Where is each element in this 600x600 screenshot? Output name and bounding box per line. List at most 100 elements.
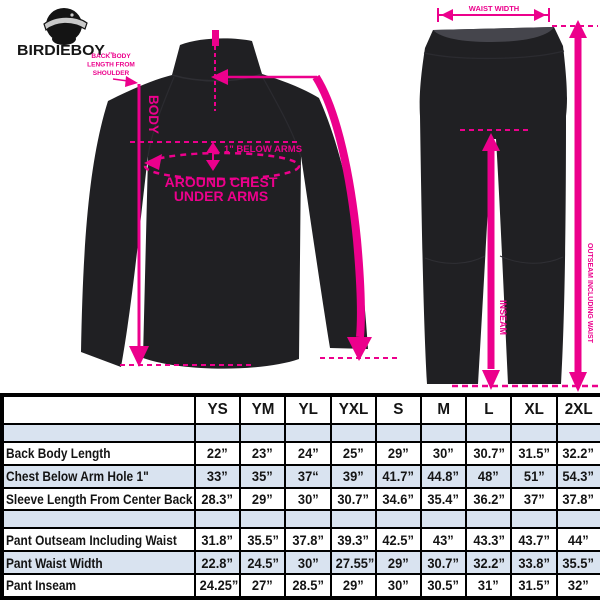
measurement-cell: 43” bbox=[419, 527, 468, 553]
size-column-header: YL bbox=[284, 394, 332, 425]
pants-annotations: WAIST WIDTH OUTSEAM INCLUDING WAIST INSE… bbox=[437, 4, 598, 392]
measurement-cell bbox=[284, 509, 332, 530]
measurement-cell: 33” bbox=[193, 463, 242, 489]
waist-width-label: WAIST WIDTH bbox=[469, 4, 519, 13]
size-column-header: 2XL bbox=[555, 394, 600, 425]
measurement-row: Chest Below Arm Hole 1" 33” 35” 37“ 39” 41.7”… bbox=[1, 463, 600, 489]
measurement-cell: 37” bbox=[510, 486, 558, 512]
measurement-cell bbox=[193, 423, 242, 443]
around-chest-label: AROUND CHEST bbox=[165, 174, 278, 190]
row-label bbox=[1, 423, 196, 443]
measurement-cell: 30” bbox=[374, 572, 422, 600]
measurement-cell: 35.5” bbox=[555, 550, 600, 575]
pants-silhouette bbox=[419, 27, 567, 384]
down-arrowhead-icon bbox=[129, 346, 149, 367]
measurement-cell: 35.5” bbox=[239, 527, 287, 553]
measurement-cell: 37.8” bbox=[284, 527, 332, 553]
measurement-row: Pant Inseam 24.25” 27” 28.5” 29” 30” 30.5” 31” 3… bbox=[1, 572, 600, 600]
measurement-cell bbox=[374, 423, 422, 443]
measurement-cell bbox=[510, 423, 558, 443]
measurement-row: Back Body Length 22” 23” 24” 25” 29” 30” 30.7” 3… bbox=[1, 441, 600, 466]
measurement-cell: 22” bbox=[193, 441, 242, 466]
measurement-cell: 25” bbox=[329, 441, 377, 466]
size-column-header: L bbox=[465, 394, 513, 425]
collar-tick bbox=[212, 30, 219, 46]
row-label: Back Body Length bbox=[1, 441, 196, 466]
measurement-cell bbox=[329, 423, 377, 443]
label-column-header bbox=[1, 394, 196, 425]
down-arrowhead-icon bbox=[206, 160, 220, 171]
jacket-annotations: BODY BACK BODY LENGTH FROM SHOULDER 1" B… bbox=[87, 30, 397, 367]
left-arrowhead-icon bbox=[211, 69, 228, 85]
spacer-row bbox=[1, 423, 600, 443]
right-arrowhead-icon bbox=[125, 76, 138, 87]
measurement-cell: 24” bbox=[284, 441, 332, 466]
measurement-cell: 29” bbox=[374, 550, 422, 575]
measurement-cell: 29” bbox=[374, 441, 422, 466]
size-column-header: M bbox=[419, 394, 468, 425]
left-arrowhead-icon bbox=[441, 9, 453, 21]
jacket-silhouette bbox=[81, 38, 368, 369]
brand-wordmark: BIRDIEBOY bbox=[17, 42, 105, 59]
bird-mascot-icon bbox=[43, 8, 88, 45]
measurement-cell: 30” bbox=[284, 550, 332, 575]
measurement-cell: 44” bbox=[555, 527, 600, 553]
measurement-cell: 35.4” bbox=[419, 486, 468, 512]
measurement-cell: 35” bbox=[239, 463, 287, 489]
measurement-cell: 44.8” bbox=[419, 463, 468, 489]
measurement-cell: 27.55” bbox=[329, 550, 377, 575]
up-arrowhead-icon bbox=[482, 133, 500, 151]
measurement-cell: 28.3” bbox=[193, 486, 242, 512]
measurement-cell bbox=[510, 509, 558, 530]
measurement-cell: 30.7” bbox=[465, 441, 513, 466]
down-arrowhead-icon bbox=[347, 337, 372, 361]
measurement-cell bbox=[284, 423, 332, 443]
right-arrowhead-icon bbox=[534, 9, 546, 21]
measurement-cell: 32.2” bbox=[465, 550, 513, 575]
row-label: Pant Inseam bbox=[1, 572, 196, 600]
measurement-cell bbox=[419, 423, 468, 443]
measurement-cell: 33.8” bbox=[510, 550, 558, 575]
measurement-cell: 41.7” bbox=[374, 463, 422, 489]
measurement-cell: 30.5” bbox=[419, 572, 468, 600]
row-label: Pant Waist Width bbox=[1, 550, 196, 575]
measurement-cell bbox=[465, 423, 513, 443]
size-column-header: S bbox=[374, 394, 422, 425]
measurement-cell: 29” bbox=[239, 486, 287, 512]
spacer-row bbox=[1, 509, 600, 530]
measurement-row: Pant Outseam Including Waist 31.8” 35.5” 37… bbox=[1, 527, 600, 553]
left-arrowhead-icon bbox=[144, 154, 162, 170]
measurement-cell: 36.2” bbox=[465, 486, 513, 512]
waistband-interior bbox=[433, 27, 554, 42]
measurement-cell: 51” bbox=[510, 463, 558, 489]
measurement-cell bbox=[239, 509, 287, 530]
measurement-cell bbox=[374, 509, 422, 530]
row-label: Sleeve Length From Center Back bbox=[1, 486, 196, 512]
inseam-label: INSEAM bbox=[498, 300, 508, 335]
measurement-row: Sleeve Length From Center Back 28.3” 29” 30… bbox=[1, 486, 600, 512]
measurement-cell: 27” bbox=[239, 572, 287, 600]
down-arrowhead-icon bbox=[482, 370, 500, 390]
size-column-header: XL bbox=[510, 394, 558, 425]
measurement-cell bbox=[193, 509, 242, 530]
size-column-header: YXL bbox=[329, 394, 377, 425]
up-arrowhead-icon bbox=[569, 20, 587, 38]
svg-text:SHOULDER: SHOULDER bbox=[93, 70, 130, 77]
row-label: Chest Below Arm Hole 1" bbox=[1, 463, 196, 489]
svg-text:BACK BODY: BACK BODY bbox=[91, 53, 131, 60]
size-column-header: YS bbox=[193, 394, 242, 425]
down-arrowhead-icon bbox=[569, 372, 587, 392]
measurement-cell: 31.8” bbox=[193, 527, 242, 553]
measurement-cell: 31” bbox=[465, 572, 513, 600]
measurement-cell: 39.3” bbox=[329, 527, 377, 553]
measurement-cell: 42.5” bbox=[374, 527, 422, 553]
measurement-cell: 30.7” bbox=[419, 550, 468, 575]
measurement-cell: 54.3” bbox=[555, 463, 600, 489]
measurement-cell: 48” bbox=[465, 463, 513, 489]
measurement-cell: 32.2” bbox=[555, 441, 600, 466]
header-row: YS YM YL YXL S M L XL 2XL bbox=[1, 394, 600, 425]
measurement-cell: 30” bbox=[284, 486, 332, 512]
measurement-cell bbox=[555, 509, 600, 530]
measurement-cell: 43.3” bbox=[465, 527, 513, 553]
